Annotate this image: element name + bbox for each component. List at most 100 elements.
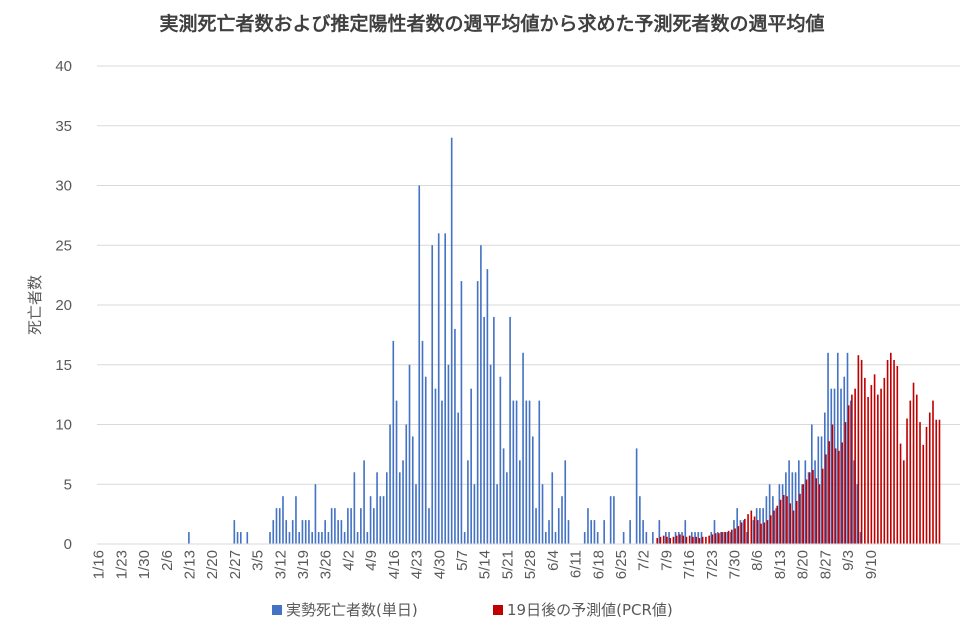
legend-swatch-actual [272,605,282,615]
bar-actual [830,388,833,544]
bar-predicted [938,419,941,544]
bar-predicted [808,472,811,544]
bar-predicted [659,536,662,544]
bar-actual [486,269,489,544]
bar-actual [726,532,729,544]
legend: 実勢死亡者数(単日) 19日後の予測値(PCR値) [272,601,673,619]
bar-predicted [682,535,684,544]
bar-predicted [675,535,678,544]
bar-actual [768,484,771,544]
bar-actual [729,532,732,544]
bar-predicted [747,514,749,544]
bar-actual [424,376,427,544]
bar-actual [551,472,554,544]
bar-actual [311,532,313,544]
bar-actual [849,400,852,544]
bar-predicted [721,532,723,544]
legend-swatch-predicted [493,605,503,615]
bar-actual [794,472,797,544]
x-axis-ticks: 1/16 1/23 1/30 2/6 2/13 2/20 2/27 3/5 3/12 3/19 3/… [91,550,880,579]
bar-actual [353,472,356,544]
bar-actual [298,532,301,544]
legend-label-predicted: 19日後の予測値(PCR値) [507,601,673,619]
bar-actual [538,400,541,544]
bar-actual [807,472,810,544]
x-tick-label: 3/5 [250,550,267,571]
bar-predicted [782,495,785,544]
bar-predicted [935,419,938,544]
bar-actual [788,460,790,544]
bar-actual [347,508,349,544]
bar-predicted [873,374,876,544]
bar-actual [629,520,631,544]
bar-actual [541,484,544,544]
bar-actual [755,508,758,544]
bar-actual [736,508,739,544]
bar-actual [772,496,774,544]
bar-predicted [724,532,727,544]
bar-actual [483,316,485,544]
bar-actual [499,376,502,544]
bar-predicted [802,484,805,544]
bar-actual [447,364,450,544]
bar-predicted [932,400,934,544]
bar-predicted [776,505,779,544]
bar-actual [288,532,291,544]
bar-predicted [841,442,843,544]
bar-predicted [656,538,659,544]
legend-label-actual: 実勢死亡者数(単日) [286,601,418,619]
bar-predicted [789,503,792,544]
bar-actual [308,520,310,544]
bar-actual [476,281,479,544]
bar-predicted [750,510,753,544]
bar-predicted [688,535,691,544]
bar-actual [798,460,800,544]
bar-actual [778,484,781,544]
bar-predicted [769,515,772,544]
bar-actual [791,472,794,544]
bar-actual [528,400,531,544]
bar-actual [506,472,508,544]
x-tick-label: 1/16 [91,550,108,579]
bar-actual [376,472,378,544]
bar-actual [668,532,670,544]
bar-actual [454,328,456,544]
x-tick-label: 3/26 [318,550,335,579]
bar-predicted [753,516,756,544]
bar-actual [681,532,683,544]
x-tick-label: 5/28 [522,550,539,579]
x-tick-label: 2/20 [204,550,221,579]
bar-actual [548,520,550,544]
chart-title: 実測死亡者数および推定陽性者数の週平均値から求めた予測死者数の週平均値 [159,12,824,35]
bar-predicted [867,397,869,544]
x-tick-label: 6/18 [590,550,607,579]
bar-actual [658,520,661,544]
x-tick-label: 7/16 [681,550,698,579]
bar-predicted [896,365,899,544]
bar-actual [408,364,411,544]
y-tick-label: 35 [55,118,72,135]
bar-predicted [928,412,931,544]
bar-actual [334,508,336,544]
bar-predicted [812,469,814,544]
bar-actual [450,137,453,544]
bar-actual [434,388,437,544]
bar-predicted [828,441,830,544]
x-tick-label: 4/30 [431,550,448,579]
bar-actual [324,520,326,544]
bar-predicted [815,478,818,544]
bar-actual [645,532,648,544]
bar-predicted [860,359,863,544]
bar-actual [762,508,764,544]
bar-actual [814,460,816,544]
bar-predicted [906,418,908,544]
y-tick-label: 10 [55,417,72,434]
bar-actual [493,316,495,544]
bar-actual [321,532,323,544]
bar-actual [609,496,612,544]
bar-predicted [857,355,860,544]
bar-actual [463,532,466,544]
x-tick-label: 9/3 [840,550,857,571]
bar-actual [405,424,408,544]
bar-actual [759,508,761,544]
